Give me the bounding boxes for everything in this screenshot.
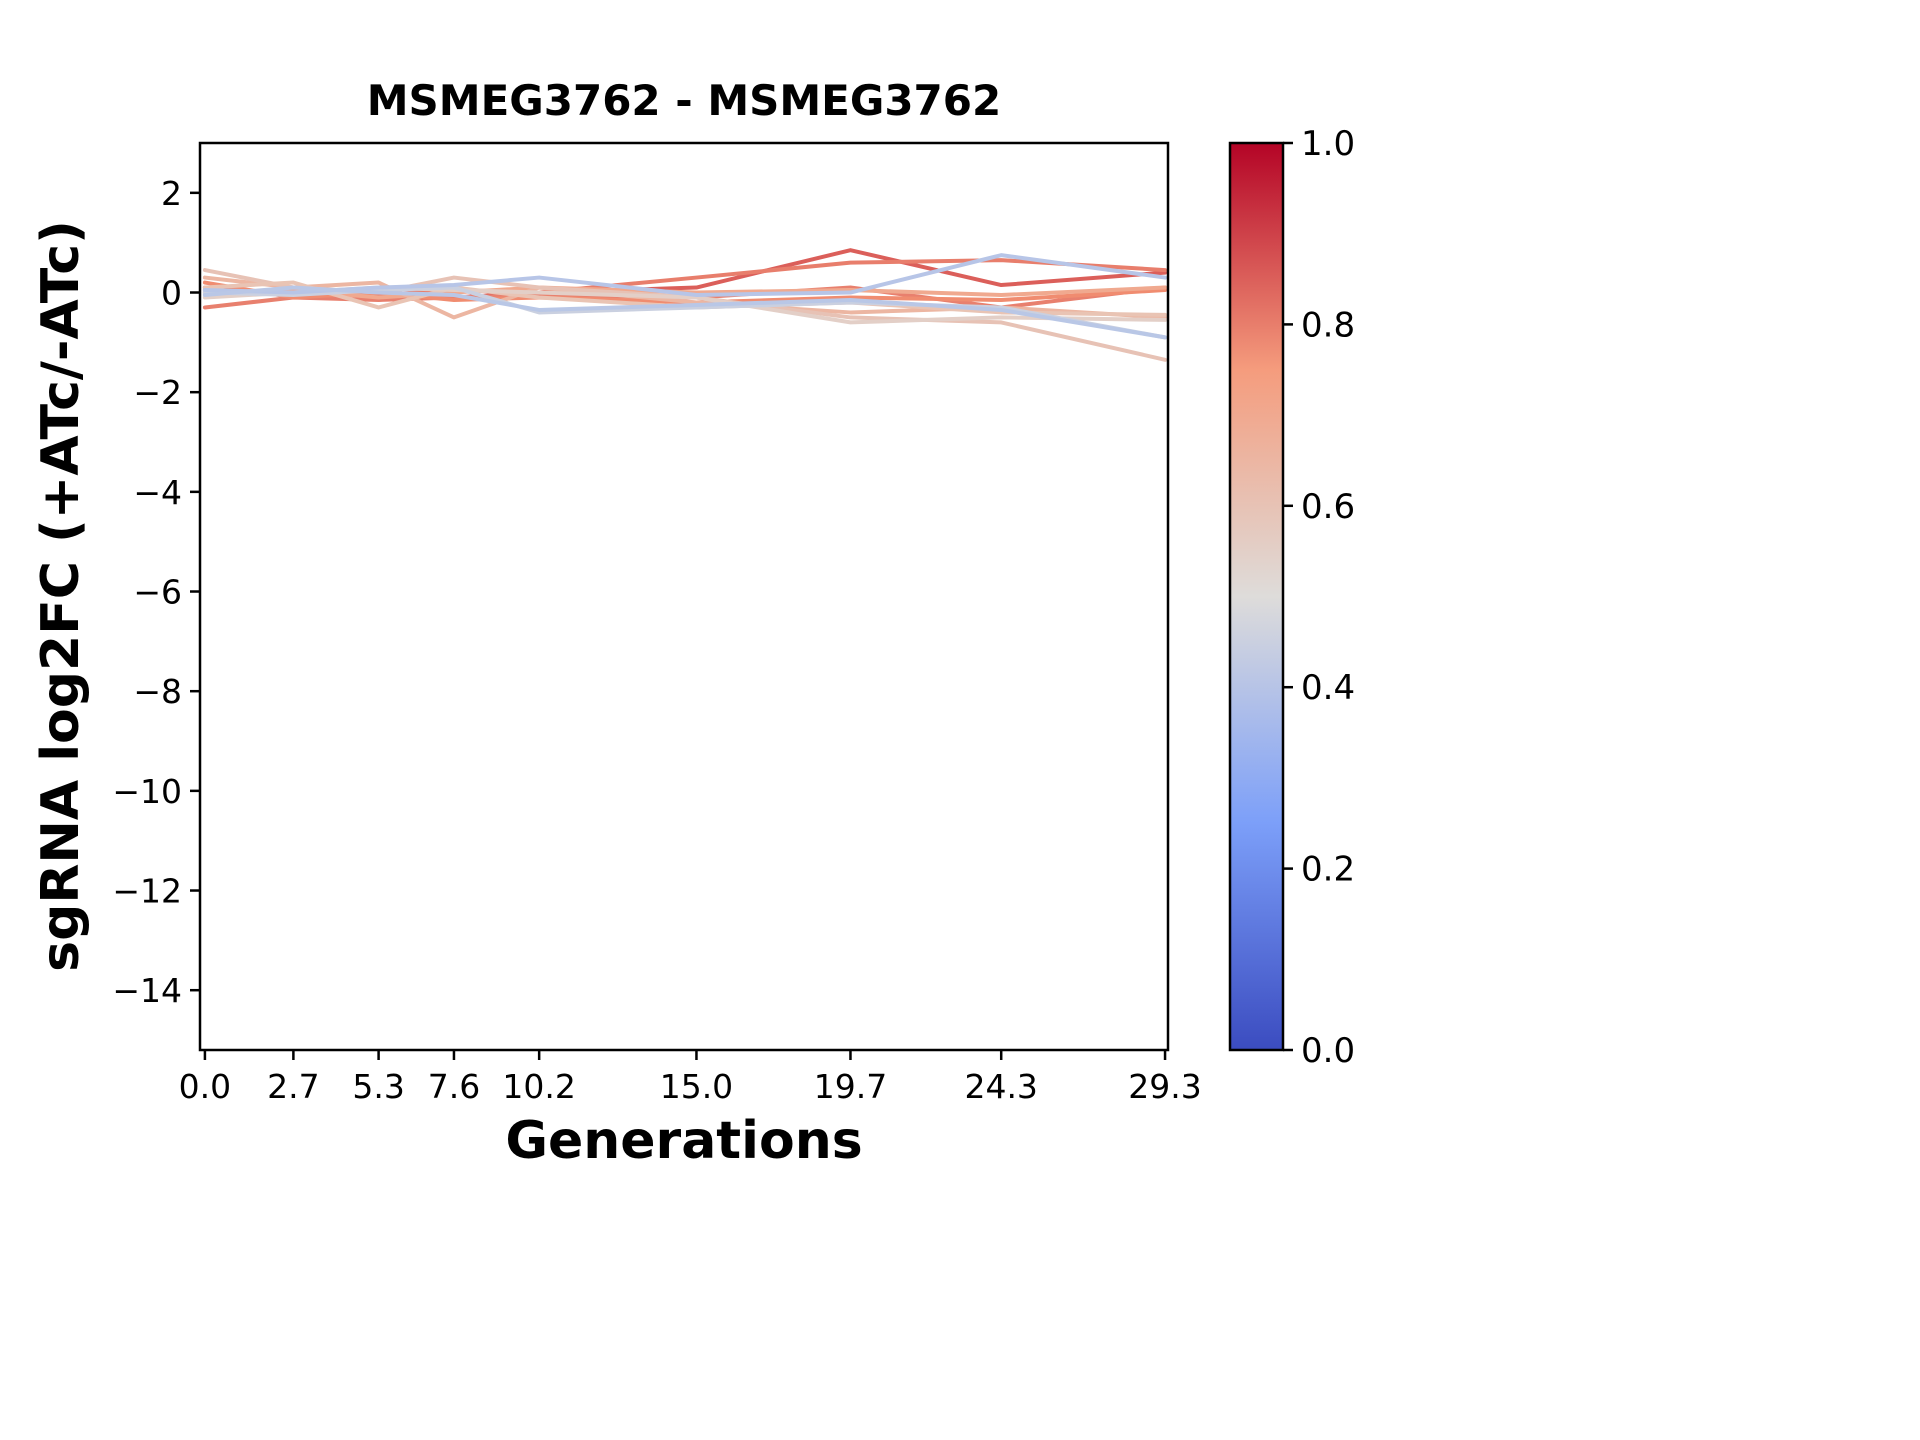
y-tick-label: −4 (133, 473, 182, 512)
colorbar-tick-label: 0.4 (1301, 668, 1355, 708)
axes: 0.0 2.7 5.3 7.6 10.2 15.0 19.7 24.3 29.3 2 0 −2 −4 −6… (112, 141, 1202, 1106)
colorbar-tick-label: 0.6 (1301, 487, 1355, 527)
y-tick-label: −10 (112, 772, 182, 811)
x-tick-label: 5.3 (352, 1067, 404, 1106)
colorbar-tick-label: 0.0 (1301, 1031, 1355, 1071)
y-tick-label: −2 (133, 373, 182, 412)
y-tick-label: −14 (112, 971, 182, 1010)
sgrna-line-12 (202, 285, 1168, 340)
y-tick-label: −8 (133, 672, 182, 711)
y-tick-label: 0 (161, 274, 182, 313)
colorbar-tick-label: 0.2 (1301, 850, 1355, 890)
y-tick-label: −6 (133, 573, 182, 612)
colorbar-frame (1228, 141, 1285, 1052)
x-tick-label: 29.3 (1128, 1067, 1201, 1106)
x-axis-label: Generations (505, 1111, 862, 1171)
x-tick-label: 19.7 (814, 1067, 887, 1106)
colorbar: 0.0 0.2 0.4 0.6 0.8 1.0 (1228, 124, 1355, 1071)
colorbar-tick-label: 0.8 (1301, 305, 1355, 345)
x-tick-label: 15.0 (660, 1067, 733, 1106)
colorbar-tick-label: 1.0 (1301, 124, 1355, 164)
y-tick-label: −12 (112, 872, 182, 911)
x-tick-label: 0.0 (179, 1067, 231, 1106)
x-tick-label: 10.2 (502, 1067, 575, 1106)
colorbar-gradient (1230, 143, 1283, 1050)
x-tick-label: 24.3 (964, 1067, 1037, 1106)
chart-title: MSMEG3762 - MSMEG3762 (367, 76, 1001, 125)
plot-frame (198, 141, 1170, 1052)
x-tick-label: 7.6 (428, 1067, 480, 1106)
series-lines (202, 248, 1168, 362)
y-tick-label: 2 (161, 174, 182, 213)
x-tick-label: 2.7 (267, 1067, 319, 1106)
y-axis-label: sgRNA log2FC (+ATc/-ATc) (31, 220, 91, 972)
